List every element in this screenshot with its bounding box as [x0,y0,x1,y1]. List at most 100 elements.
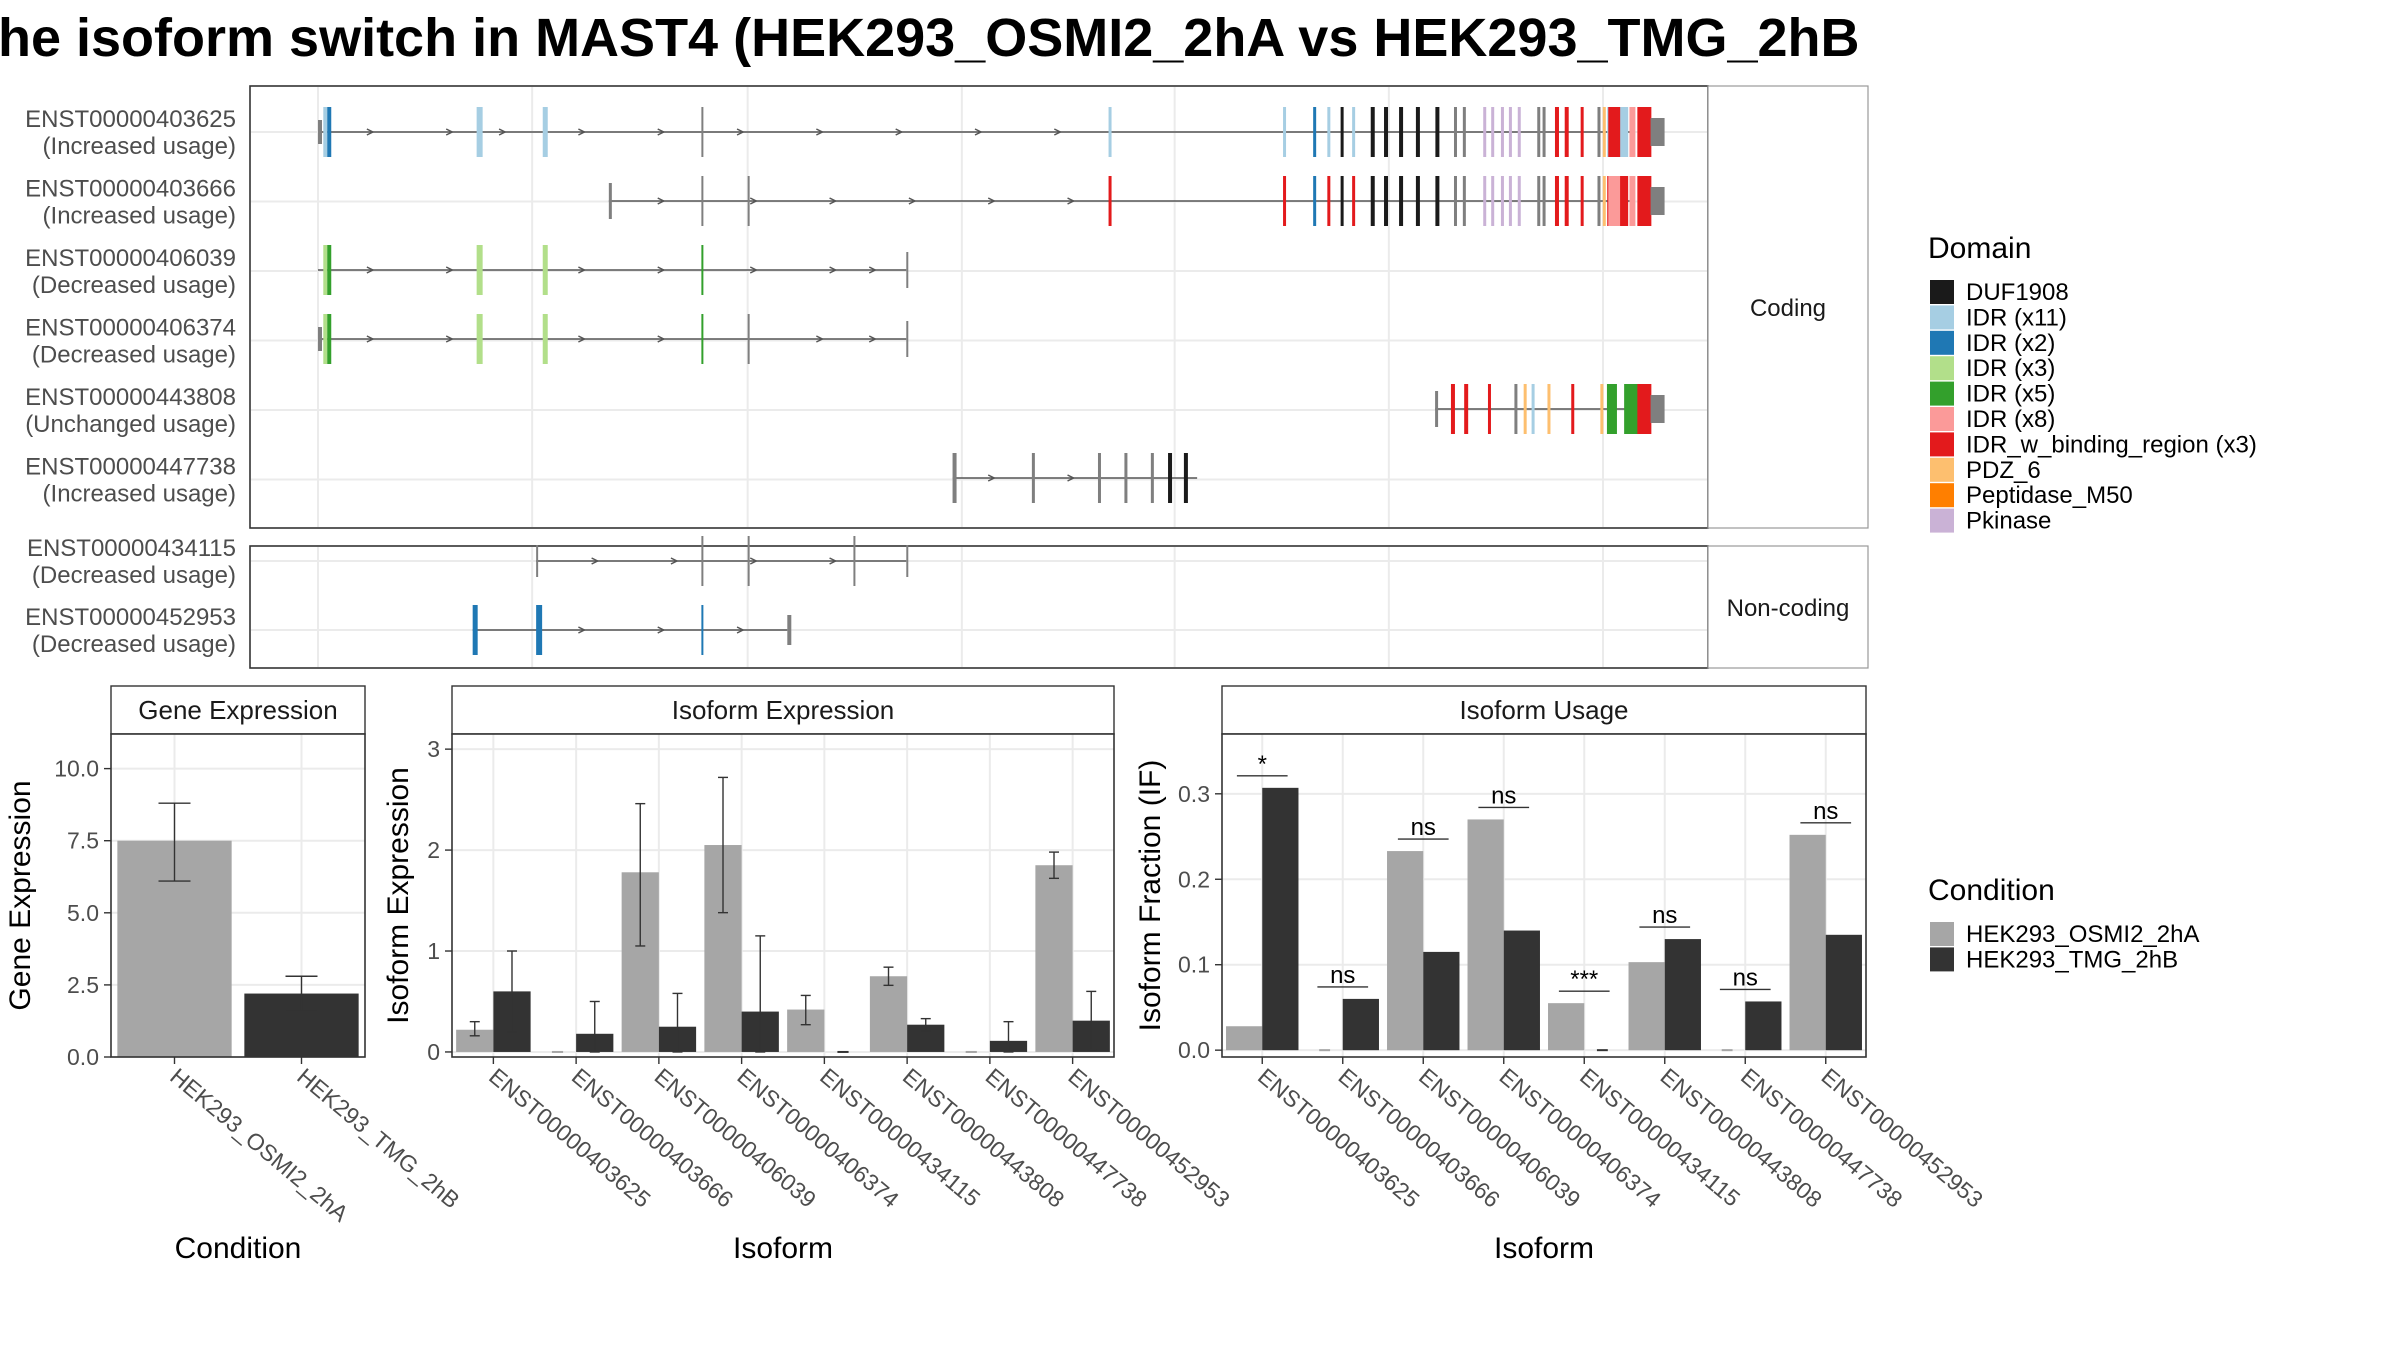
exon-block [906,545,909,577]
intron-arrow [1053,128,1062,136]
exon-block [1542,107,1546,157]
exon-block [1491,176,1495,226]
exon-block [1542,176,1546,226]
intron-arrow [908,197,917,205]
exon-block [1564,107,1569,157]
exon-block [1629,107,1636,157]
bar [1423,951,1460,1051]
domain-legend-label: IDR (x11) [1966,304,2067,331]
exon-block [1352,107,1356,157]
intron-arrow [366,266,375,274]
domain-legend-label: IDR_w_binding_region (x3) [1966,431,2257,458]
significance-label: ns [1813,798,1838,825]
exon-block [536,545,539,577]
transcript-id-label: ENST00000403666 [25,176,236,203]
domain-legend-label: IDR (x5) [1966,381,2055,408]
exon-block [1554,176,1559,226]
exon-block [1580,107,1584,157]
exon-block [701,314,704,364]
domain-legend-label: DUF1908 [1966,279,2069,306]
exon-block [1415,176,1420,226]
exon-block [542,245,548,295]
intron-arrow [670,557,679,565]
domain-legend-key [1930,407,1954,431]
exon-block [1547,384,1551,434]
exon-block [542,107,548,157]
domain-legend-label: Pkinase [1966,508,2051,535]
exon-block [1597,176,1601,226]
exon-block [701,605,704,655]
transcript-usage-label: (Decreased usage) [32,342,236,369]
significance-label: *** [1570,966,1598,993]
significance-label: ns [1411,814,1436,841]
domain-legend-key [1930,305,1954,330]
exon-block [536,605,543,655]
intron-arrow [657,128,666,136]
exon-block [1508,176,1512,226]
exon-block [327,245,332,295]
significance-label: ns [1491,782,1516,809]
exon-block [1650,118,1665,146]
domain-legend-key [1930,483,1954,508]
significance-label: ns [1652,902,1677,929]
exon-block [1399,107,1404,157]
exon-block [1602,107,1606,157]
plot-border [110,733,366,1058]
exon-block [323,107,328,157]
exon-block [1352,176,1356,226]
bar [1226,1026,1263,1051]
exon-block [1483,176,1487,226]
bar [456,1029,494,1052]
exon-block [1483,107,1487,157]
intron-arrow [816,335,825,343]
exon-block [1464,384,1469,434]
exon-block [323,245,328,295]
exon-block [747,314,750,364]
exon-block [542,314,548,364]
significance-label: ns [1330,962,1355,989]
intron-arrow [578,626,587,634]
bar [1342,998,1379,1051]
exon-block [1500,107,1504,157]
domain-legend-label: PDZ_6 [1966,457,2041,484]
exon-block [1597,107,1601,157]
intron-arrow [895,128,904,136]
exon-block [1554,107,1559,157]
exon-block [906,252,909,288]
panel-title: Isoform Expression [672,695,895,725]
figure-title: he isoform switch in MAST4 (HEK293_OSMI2… [0,8,1860,68]
intron-arrow [736,128,745,136]
bar [1262,787,1299,1051]
exon-block [1487,384,1491,434]
bar [1503,930,1540,1051]
exon-block [1313,176,1317,226]
intron-arrow [657,197,666,205]
exon-block [1624,384,1639,434]
exon-block [1384,176,1389,226]
exon-block [1637,176,1652,226]
exon-block [1608,107,1621,157]
y-axis-title: Gene Expression [4,780,37,1010]
exon-block [1124,453,1128,503]
exon-block [472,605,478,655]
bar [1789,834,1826,1051]
exon-block [1606,384,1617,434]
exon-block [906,321,909,357]
exon-block [1564,176,1569,226]
exon-block [1523,384,1527,434]
exon-block [1435,176,1440,226]
intron-arrow [578,335,587,343]
exon-block [327,107,332,157]
intron-arrow [657,626,666,634]
domain-legend-key [1930,381,1954,406]
domain-legend-key [1930,330,1954,355]
exon-block [1491,107,1495,157]
transcript-id-label: ENST00000406039 [25,245,236,272]
intron-arrow [749,266,758,274]
transcript-usage-label: (Unchanged usage) [25,411,236,438]
intron-arrow [445,266,454,274]
exon-block [476,245,483,295]
exon-block [952,453,957,503]
exon-block [1531,384,1535,434]
